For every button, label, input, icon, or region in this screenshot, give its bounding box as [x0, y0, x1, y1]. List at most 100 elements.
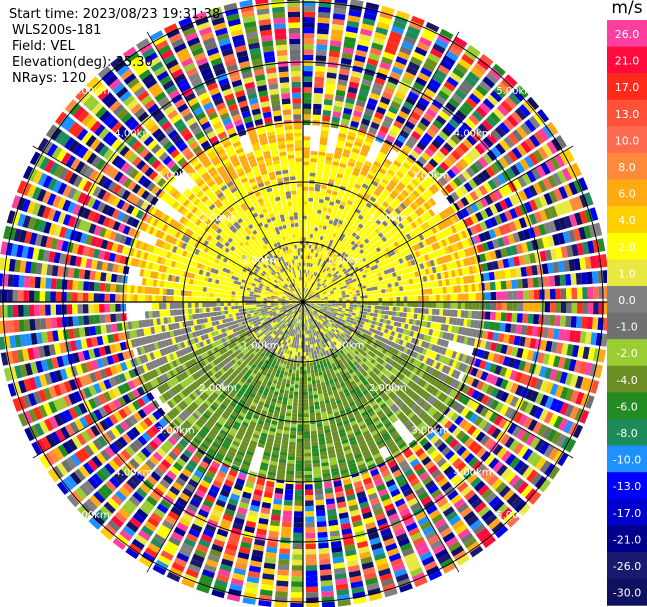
velocity-gate: [398, 168, 407, 176]
noise-gate: [517, 302, 524, 312]
noise-gate: [585, 395, 595, 409]
noise-gate: [444, 183, 454, 194]
noise-gate: [332, 13, 346, 21]
velocity-gate: [387, 315, 392, 320]
noise-gate: [197, 21, 211, 31]
noise-gate: [504, 74, 518, 87]
noise-gate: [116, 158, 127, 170]
velocity-gate: [319, 294, 324, 297]
velocity-gate: [384, 284, 389, 289]
velocity-gate: [466, 319, 472, 328]
noise-gate: [434, 473, 445, 484]
velocity-gate: [369, 283, 374, 288]
velocity-gate: [321, 210, 327, 215]
noise-gate: [50, 278, 57, 290]
velocity-gate: [357, 326, 363, 331]
noise-gate: [539, 380, 549, 392]
noise-gate: [451, 114, 463, 125]
velocity-gate: [384, 363, 391, 370]
noise-gate: [7, 289, 13, 302]
noise-gate: [88, 348, 96, 359]
noise-gate: [136, 397, 146, 408]
noise-gate: [439, 146, 450, 157]
noise-gate: [123, 132, 135, 144]
velocity-gate: [314, 223, 319, 228]
noise-gate: [72, 352, 80, 364]
noise-gate: [528, 491, 542, 505]
velocity-gate: [322, 310, 326, 314]
velocity-gate: [313, 299, 318, 301]
noise-gate: [542, 143, 553, 157]
noise-gate: [157, 116, 169, 127]
velocity-gate: [445, 332, 451, 340]
noise-gate: [146, 495, 158, 507]
velocity-gate: [357, 214, 364, 220]
noise-gate: [469, 519, 483, 531]
velocity-gate: [364, 343, 370, 348]
velocity-gate: [386, 257, 392, 264]
noise-gate: [384, 588, 398, 598]
velocity-gate: [351, 315, 356, 319]
noise-gate: [303, 103, 312, 109]
noise-gate: [513, 359, 521, 370]
velocity-gate: [353, 167, 361, 174]
noise-gate: [368, 532, 380, 541]
velocity-gate: [364, 160, 373, 167]
noise-gate: [319, 564, 332, 571]
noise-gate: [80, 430, 92, 443]
noise-gate: [369, 537, 382, 546]
velocity-gate: [320, 232, 325, 237]
noise-gate: [282, 515, 292, 522]
velocity-gate: [306, 273, 309, 278]
velocity-gate: [346, 251, 351, 256]
noise-gate: [473, 234, 481, 244]
noise-gate: [67, 267, 75, 278]
noise-gate: [470, 401, 480, 412]
noise-gate: [347, 499, 358, 507]
noise-gate: [577, 302, 583, 314]
noise-gate: [349, 575, 363, 583]
noise-gate: [469, 190, 479, 201]
velocity-gate: [404, 197, 412, 205]
velocity-gate: [384, 234, 390, 240]
noise-gate: [89, 270, 96, 281]
noise-gate: [395, 474, 405, 483]
velocity-gate: [405, 342, 411, 348]
noise-gate: [578, 226, 587, 240]
velocity-gate: [400, 323, 406, 329]
velocity-gate: [373, 160, 382, 168]
noise-gate: [176, 497, 188, 507]
noise-gate: [305, 565, 318, 571]
velocity-gate: [367, 241, 373, 248]
velocity-gate: [392, 336, 398, 343]
noise-gate: [211, 589, 225, 599]
velocity-gate: [345, 203, 352, 209]
velocity-gate: [375, 247, 382, 253]
velocity-gate: [324, 296, 328, 299]
velocity-gate: [412, 211, 419, 219]
noise-gate: [537, 352, 545, 364]
noise-gate: [171, 531, 184, 542]
velocity-gate: [388, 325, 394, 331]
noise-gate: [496, 104, 509, 117]
noise-gate: [147, 139, 158, 151]
noise-gate: [40, 359, 49, 372]
noise-gate: [143, 479, 155, 490]
velocity-gate: [313, 297, 317, 300]
velocity-gate: [303, 143, 310, 148]
velocity-gate: [343, 243, 348, 249]
noise-gate: [292, 98, 301, 104]
noise-gate: [146, 402, 156, 413]
velocity-gate: [442, 384, 450, 393]
noise-gate: [563, 357, 572, 371]
velocity-gate: [305, 288, 308, 292]
velocity-gate: [345, 138, 354, 145]
noise-gate: [314, 71, 325, 78]
velocity-gate: [400, 296, 404, 302]
noise-gate: [420, 520, 432, 531]
velocity-gate: [399, 151, 408, 159]
velocity-gate: [403, 296, 408, 302]
velocity-gate: [440, 324, 446, 331]
noise-gate: [278, 66, 289, 73]
noise-gate: [100, 324, 107, 334]
